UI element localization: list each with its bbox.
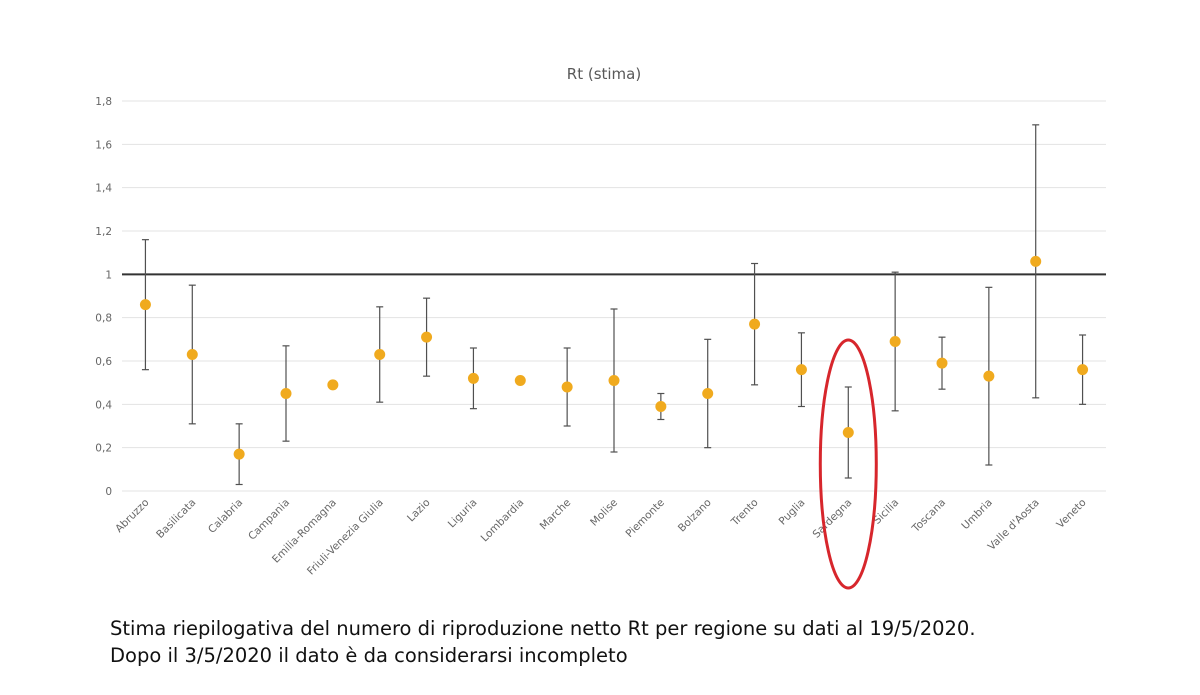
y-tick-label: 1,2 <box>95 226 112 238</box>
x-tick-label: Molise <box>588 497 620 529</box>
y-tick-label: 1,4 <box>95 183 112 195</box>
error-bars <box>141 124 1087 486</box>
data-point <box>889 336 901 347</box>
data-point <box>1030 255 1042 267</box>
x-tick-label: Campania <box>246 497 292 543</box>
y-tick-label: 0,4 <box>95 399 112 411</box>
data-point <box>749 318 761 330</box>
chart-figure: 0 0,2 0,4 0,6 0,8 1 1,2 1,4 1,6 1,8 Abruzzo Basili… <box>95 65 1106 590</box>
y-tick-label: 0,6 <box>95 356 112 368</box>
x-tick-label: Calabria <box>206 497 245 536</box>
x-tick-label: Trento <box>728 497 760 529</box>
x-tick-label: Basilicata <box>154 497 198 541</box>
x-tick-label: Toscana <box>909 497 948 536</box>
x-tick-label: Puglia <box>777 497 808 528</box>
y-axis-ticks: 0 0,2 0,4 0,6 0,8 1 1,2 1,4 1,6 1,8 <box>95 96 112 498</box>
data-point <box>608 375 620 386</box>
data-point <box>983 370 995 382</box>
y-tick-label: 1,6 <box>95 139 112 151</box>
x-tick-label: Marche <box>538 497 574 533</box>
highlight-ellipse <box>818 338 878 590</box>
x-tick-label: Lazio <box>405 497 433 525</box>
x-tick-label: Piemonte <box>624 497 667 540</box>
data-point <box>936 357 948 369</box>
y-tick-label: 0,2 <box>95 443 112 455</box>
data-point <box>233 448 245 460</box>
data-point <box>280 388 292 399</box>
caption-line-1: Stima riepilogativa del numero di riprod… <box>110 617 976 640</box>
y-tick-label: 0 <box>105 486 112 498</box>
rt-chart: 0 0,2 0,4 0,6 0,8 1 1,2 1,4 1,6 1,8 Abruzzo Basili… <box>95 65 1106 590</box>
figure-caption: Stima riepilogativa del numero di riprod… <box>110 615 1170 669</box>
y-tick-label: 1,8 <box>95 96 112 108</box>
y-tick-label: 1 <box>105 269 112 281</box>
y-tick-label: 0,8 <box>95 313 112 325</box>
data-point <box>327 379 339 391</box>
data-point <box>186 349 198 360</box>
data-point <box>139 299 151 311</box>
x-tick-label: Liguria <box>446 497 480 531</box>
data-point <box>795 364 807 376</box>
data-point <box>561 381 573 393</box>
data-points <box>139 255 1089 460</box>
chart-title: Rt (stima) <box>567 65 641 83</box>
data-point <box>1077 364 1089 376</box>
x-tick-label: Veneto <box>1054 497 1088 531</box>
x-tick-label: Abruzzo <box>113 497 151 535</box>
data-point <box>655 401 667 412</box>
data-point <box>514 375 526 386</box>
highlight-group <box>818 338 878 590</box>
data-point <box>842 427 854 438</box>
data-point <box>374 349 386 360</box>
data-point <box>702 388 714 399</box>
x-tick-label: Sardegna <box>810 497 854 541</box>
caption-line-2: Dopo il 3/5/2020 il dato è da considerar… <box>110 644 628 667</box>
data-point <box>467 372 479 384</box>
data-point <box>421 331 433 343</box>
x-tick-label: Bolzano <box>676 497 714 535</box>
x-tick-label: Umbria <box>959 497 995 533</box>
x-tick-label: Lombardia <box>479 497 527 545</box>
x-axis-ticks: Abruzzo Basilicata Calabria CampaniaEmilia-… <box>113 497 1089 578</box>
